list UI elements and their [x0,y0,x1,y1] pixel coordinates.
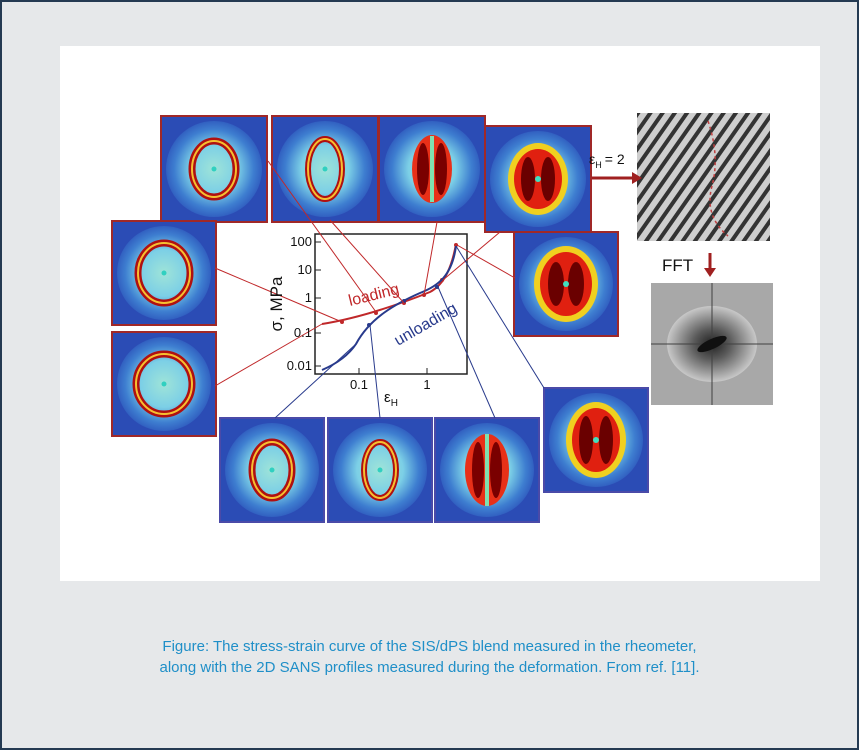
sans-panel-6 [111,331,217,437]
fft-panel [651,283,773,405]
bottom-row-sans-panels [219,387,649,523]
sans-panel-9 [434,417,540,523]
caption-line-2: along with the 2D SANS profiles measured… [159,659,700,676]
fft-label: FFT [662,256,693,275]
y-tick-10: 10 [298,262,312,277]
x-axis-subscript: H [391,398,398,409]
y-tick-0-01: 0.01 [287,358,312,373]
figure-svg: 100 10 1 0.1 0.01 0.1 1 σ, MPa εH loadin… [111,113,773,523]
top-row-sans-panels [160,115,592,233]
sans-panel-2 [271,115,379,223]
sans-panel-1 [160,115,268,223]
caption-line-1: Figure: The stress-strain curve of the S… [162,638,697,655]
y-tick-1: 1 [305,290,312,305]
left-column-sans-panels [111,220,217,437]
y-tick-0-1: 0.1 [294,325,312,340]
plot-axes [314,233,468,375]
x-tick-1: 1 [423,377,430,392]
fft-arrow [704,253,716,277]
x-axis-epsilon: ε [384,389,391,406]
strain-epsilon: ε [589,151,595,167]
strain-subscript: H [595,160,602,170]
y-tick-100: 100 [290,234,312,249]
right-sans-panel [513,231,619,337]
x-axis-label: εH [384,389,398,409]
strain-arrow [592,172,642,184]
figure-caption: Figure: The stress-strain curve of the S… [22,636,837,678]
tem-micrograph [637,113,770,241]
y-axis-label: σ, MPa [267,276,286,331]
strain-equation: εH = 2 [589,151,625,170]
sans-panel-7 [219,417,325,523]
unloading-curve [321,245,457,371]
strain-value: = 2 [605,151,625,167]
sans-panel-8 [327,417,433,523]
sans-panel-4 [484,125,592,233]
figure-panel: 100 10 1 0.1 0.01 0.1 1 σ, MPa εH loadin… [60,46,820,581]
sans-panel-10 [543,387,649,493]
sans-panel-5 [111,220,217,326]
sans-panel-3 [378,115,486,223]
x-tick-0-1: 0.1 [350,377,368,392]
connector-lines [214,160,545,419]
